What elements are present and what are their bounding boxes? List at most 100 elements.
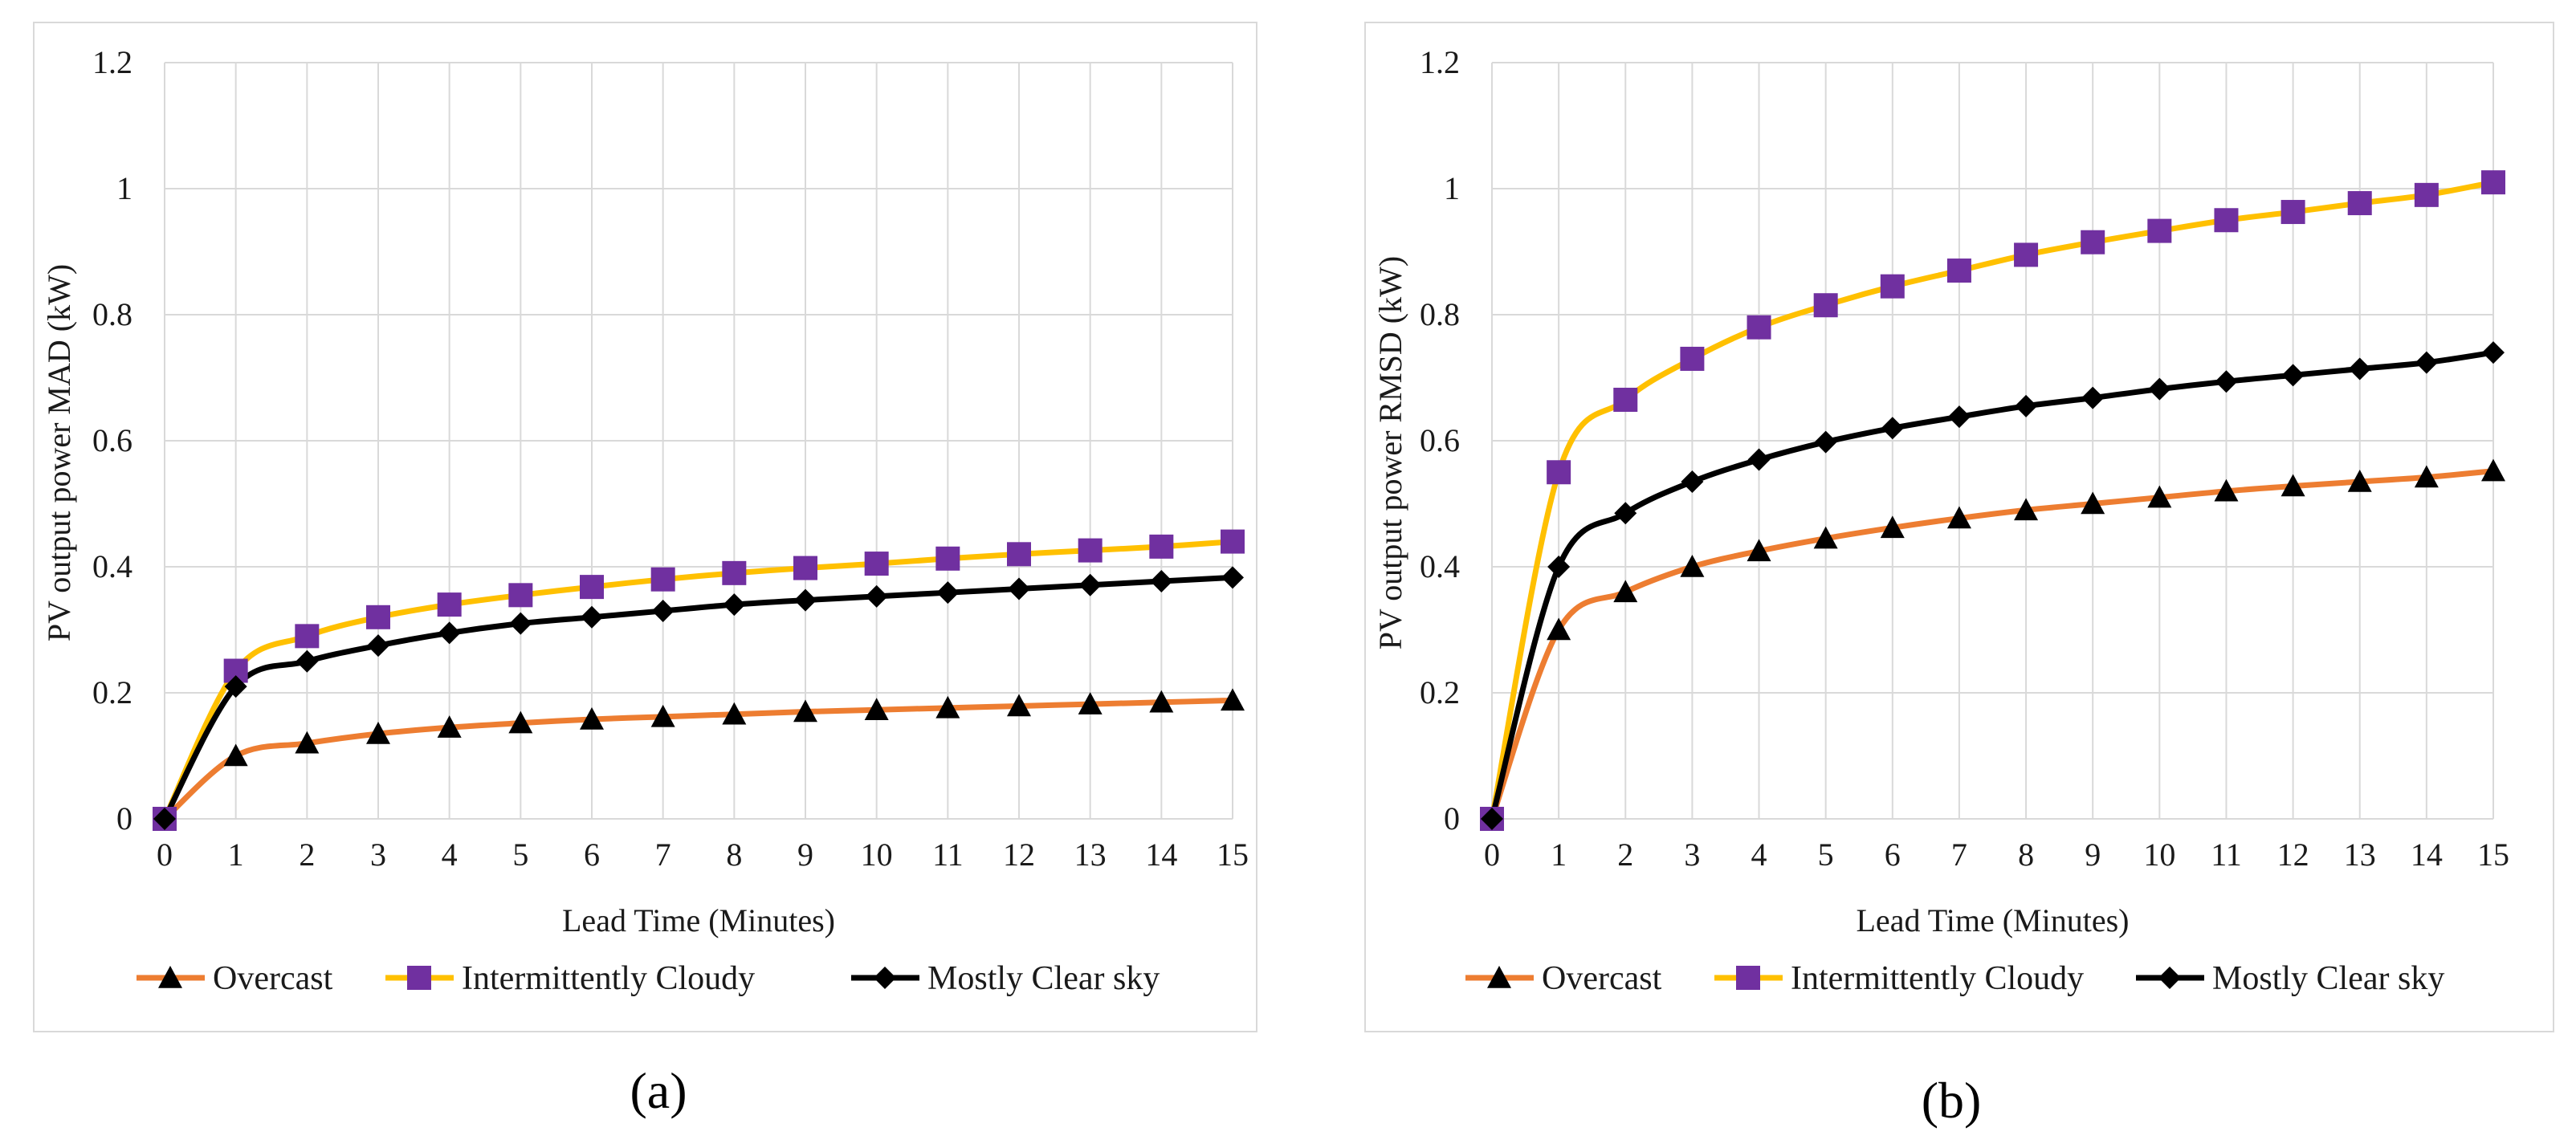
data-point (1221, 566, 1244, 589)
data-point (366, 722, 390, 744)
x-tick-label: 5 (1818, 837, 1834, 873)
series-line (161, 539, 1233, 820)
data-point (793, 556, 817, 580)
data-point (581, 605, 603, 629)
x-tick-label: 3 (1684, 837, 1700, 873)
x-tick-label: 4 (1751, 837, 1767, 873)
data-point (1007, 694, 1031, 717)
data-point (2015, 394, 2038, 417)
data-point (2414, 465, 2439, 488)
legend-entry: Intermittently Cloudy (462, 960, 755, 997)
y-tick-label: 0.2 (92, 674, 132, 710)
data-point (2214, 478, 2239, 502)
y-tick-label: 1.2 (92, 44, 132, 80)
x-tick-label: 2 (1617, 837, 1633, 873)
x-tick-label: 8 (726, 837, 742, 873)
data-point (1547, 556, 1571, 578)
data-point (2414, 182, 2439, 207)
data-point (935, 695, 960, 719)
x-axis-title: Lead Time (Minutes) (562, 902, 835, 938)
x-tick-label: 15 (2477, 837, 2509, 873)
data-point (1150, 570, 1173, 593)
y-tick-label: 0.8 (92, 296, 132, 332)
y-tick-label: 1.2 (1420, 44, 1460, 80)
data-point (1221, 529, 1245, 554)
data-point (2281, 364, 2305, 387)
data-point (2347, 191, 2372, 216)
panel-label: (b) (1922, 1072, 1982, 1129)
data-point (2481, 458, 2505, 482)
y-axis-title: PV output power MAD (kW) (41, 264, 77, 641)
data-point (2014, 498, 2039, 521)
legend-marker (158, 966, 182, 988)
data-point (1547, 460, 1571, 485)
data-point (722, 560, 747, 585)
data-point (2014, 242, 2039, 267)
data-point (1680, 555, 1705, 577)
data-point (1881, 417, 1904, 440)
data-point (2348, 357, 2371, 381)
data-point (2481, 170, 2505, 195)
y-tick-label: 1 (1444, 170, 1460, 206)
data-point (722, 702, 747, 725)
data-point (2148, 377, 2171, 401)
legend-entry: Mostly Clear sky (2212, 960, 2444, 997)
data-point (2280, 474, 2305, 497)
chart-frame (33, 22, 1257, 1032)
x-tick-label: 7 (655, 837, 671, 873)
data-point (508, 583, 533, 608)
data-point (1149, 690, 1174, 713)
data-point (1814, 430, 1837, 454)
data-point (2415, 351, 2438, 374)
data-point (1946, 506, 1971, 529)
data-point (580, 706, 604, 730)
y-tick-label: 0.8 (1420, 296, 1460, 332)
data-point (1007, 542, 1031, 567)
x-tick-label: 14 (2411, 837, 2443, 873)
data-point (2280, 200, 2305, 225)
data-point (1880, 515, 1905, 539)
legend-entry: Mostly Clear sky (927, 960, 1160, 997)
data-point (935, 546, 960, 571)
data-point (1813, 526, 1838, 549)
x-tick-label: 12 (1003, 837, 1035, 873)
data-point (1547, 617, 1571, 641)
data-point (1681, 470, 1704, 494)
panel-label: (a) (630, 1062, 687, 1119)
chart-panel-a: 00.20.40.60.811.20 1 2 3 4 5 6 7 8 9 10 11 12 13 14 15L… (33, 22, 1257, 1119)
x-tick-label: 6 (584, 837, 600, 873)
legend-marker (407, 966, 431, 990)
data-point (366, 605, 390, 629)
data-point (437, 592, 462, 617)
legend-entry: Overcast (1542, 960, 1662, 997)
data-point (793, 699, 817, 723)
data-point (2147, 485, 2172, 508)
data-point (650, 704, 675, 727)
data-point (1747, 315, 1771, 340)
y-tick-label: 0.4 (1420, 548, 1460, 584)
data-point (367, 634, 389, 657)
x-tick-label: 0 (1484, 837, 1500, 873)
data-point (1078, 538, 1103, 563)
y-tick-label: 0.4 (92, 548, 132, 584)
data-point (1613, 580, 1638, 603)
data-point (509, 612, 532, 635)
y-axis-title: PV output power RMSD (kW) (1372, 256, 1408, 649)
x-tick-label: 6 (1885, 837, 1901, 873)
x-tick-label: 4 (442, 837, 458, 873)
data-point (1614, 502, 1637, 525)
data-point (1078, 573, 1102, 596)
x-tick-label: 7 (1951, 837, 1967, 873)
data-point (224, 675, 247, 698)
data-point (1813, 293, 1838, 318)
data-point (1946, 259, 1971, 283)
x-axis-title: Lead Time (Minutes) (1857, 902, 2130, 938)
data-point (2482, 341, 2505, 364)
x-tick-label: 1 (1551, 837, 1567, 873)
data-point (2214, 208, 2239, 233)
data-point (153, 808, 176, 830)
data-point (864, 552, 889, 576)
data-point (437, 715, 462, 738)
data-point (1078, 692, 1103, 714)
